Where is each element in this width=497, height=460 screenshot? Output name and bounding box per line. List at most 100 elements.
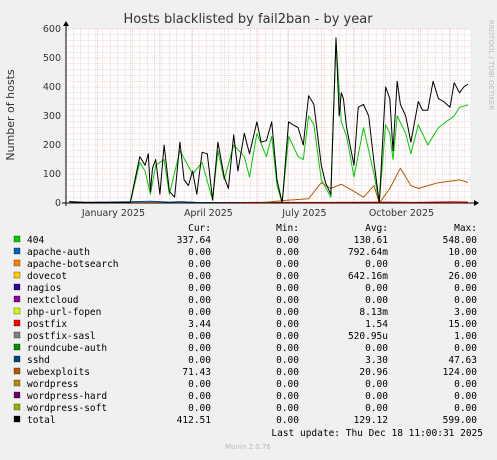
legend-header-max: Max:	[454, 223, 477, 234]
legend-min: 0.00	[276, 331, 299, 342]
legend-cur: 0.00	[188, 331, 211, 342]
y-tick-label: 0	[55, 198, 61, 209]
legend-name: webexploits	[27, 367, 90, 378]
legend-max: 26.00	[448, 271, 477, 282]
legend-swatch	[14, 308, 20, 314]
legend-avg: 8.13m	[359, 307, 388, 318]
legend-swatch	[14, 332, 20, 338]
legend-cur: 0.00	[188, 355, 211, 366]
legend-header-cur: Cur:	[188, 223, 211, 234]
legend-name: postfix	[27, 319, 67, 330]
y-tick-label: 100	[43, 169, 61, 180]
legend-min: 0.00	[276, 235, 299, 246]
legend-name: wordpress-hard	[27, 391, 107, 402]
legend-avg: 20.96	[359, 367, 388, 378]
legend-name: wordpress-soft	[27, 403, 107, 414]
legend-max: 0.00	[454, 343, 477, 354]
y-tick-label: 200	[43, 140, 61, 151]
legend-max: 548.00	[443, 235, 478, 246]
y-tick-label: 300	[43, 111, 61, 122]
legend-swatch	[14, 404, 20, 410]
legend-avg: 0.00	[365, 343, 388, 354]
legend-max: 0.00	[454, 259, 477, 270]
legend-avg: 0.00	[365, 295, 388, 306]
legend-max: 1.00	[454, 331, 477, 342]
legend-cur: 0.00	[188, 391, 211, 402]
legend-min: 0.00	[276, 379, 299, 390]
legend-name: wordpress	[27, 379, 78, 390]
legend-max: 47.63	[448, 355, 477, 366]
legend-avg: 0.00	[365, 259, 388, 270]
legend-min: 0.00	[276, 271, 299, 282]
legend-swatch	[14, 236, 20, 242]
legend-max: 0.00	[454, 283, 477, 294]
legend-cur: 0.00	[188, 271, 211, 282]
legend-avg: 642.16m	[348, 271, 388, 282]
legend-cur: 0.00	[188, 307, 211, 318]
legend-name: roundcube-auth	[27, 343, 107, 354]
legend-name: sshd	[27, 355, 50, 366]
legend-min: 0.00	[276, 355, 299, 366]
y-tick-label: 600	[43, 24, 61, 35]
legend-max: 0.00	[454, 295, 477, 306]
legend-cur: 0.00	[188, 259, 211, 270]
legend-swatch	[14, 296, 20, 302]
legend-min: 0.00	[276, 307, 299, 318]
legend-swatch	[14, 344, 20, 350]
legend-max: 124.00	[443, 367, 478, 378]
legend-swatch	[14, 392, 20, 398]
x-tick-label: October 2025	[369, 208, 434, 219]
legend-max: 15.00	[448, 319, 477, 330]
legend-cur: 0.00	[188, 343, 211, 354]
legend-swatch	[14, 272, 20, 278]
legend-swatch	[14, 416, 20, 422]
legend-avg: 129.12	[354, 415, 388, 426]
legend-avg: 0.00	[365, 391, 388, 402]
last-update-text: Last update: Thu Dec 18 11:00:31 2025	[271, 428, 483, 439]
legend-max: 3.00	[454, 307, 477, 318]
legend-avg: 520.95u	[348, 331, 388, 342]
legend-name: apache-botsearch	[27, 259, 119, 270]
legend-swatch	[14, 320, 20, 326]
legend-avg: 0.00	[365, 403, 388, 414]
legend-max: 0.00	[454, 391, 477, 402]
legend-avg: 130.61	[354, 235, 389, 246]
y-axis-label: Number of hosts	[4, 69, 17, 161]
legend-avg: 0.00	[365, 379, 388, 390]
x-tick-label: January 2025	[81, 208, 145, 219]
legend-cur: 412.51	[177, 415, 212, 426]
legend-header-min: Min:	[276, 223, 299, 234]
chart-title: Hosts blacklisted by fail2ban - by year	[123, 12, 373, 27]
legend-min: 0.00	[276, 415, 299, 426]
x-tick-label: July 2025	[281, 208, 326, 219]
legend-max: 599.00	[443, 415, 478, 426]
rrdtool-credit: RRDTOOL / TOBI OETIKER	[487, 20, 495, 110]
legend-name: postfix-sasl	[27, 331, 96, 342]
legend-name: 404	[27, 235, 44, 246]
legend-cur: 0.00	[188, 247, 211, 258]
legend-header-avg: Avg:	[365, 223, 388, 234]
legend-cur: 71.43	[182, 367, 211, 378]
legend-max: 0.00	[454, 379, 477, 390]
y-tick-label: 400	[43, 82, 61, 93]
legend-swatch	[14, 368, 20, 374]
legend-min: 0.00	[276, 247, 299, 258]
legend-min: 0.00	[276, 391, 299, 402]
y-tick-label: 500	[43, 53, 61, 64]
legend-name: apache-auth	[27, 247, 90, 258]
legend-cur: 0.00	[188, 283, 211, 294]
legend-cur: 337.64	[177, 235, 212, 246]
legend-min: 0.00	[276, 319, 299, 330]
legend-avg: 0.00	[365, 283, 388, 294]
legend-min: 0.00	[276, 367, 299, 378]
munin-version: Munin 2.0.76	[225, 443, 271, 451]
legend-cur: 3.44	[188, 319, 211, 330]
legend-swatch	[14, 380, 20, 386]
legend-avg: 3.30	[365, 355, 388, 366]
legend-name: dovecot	[27, 271, 67, 282]
legend-min: 0.00	[276, 283, 299, 294]
legend-cur: 0.00	[188, 379, 211, 390]
legend-min: 0.00	[276, 343, 299, 354]
legend-cur: 0.00	[188, 295, 211, 306]
legend-name: nagios	[27, 283, 61, 294]
